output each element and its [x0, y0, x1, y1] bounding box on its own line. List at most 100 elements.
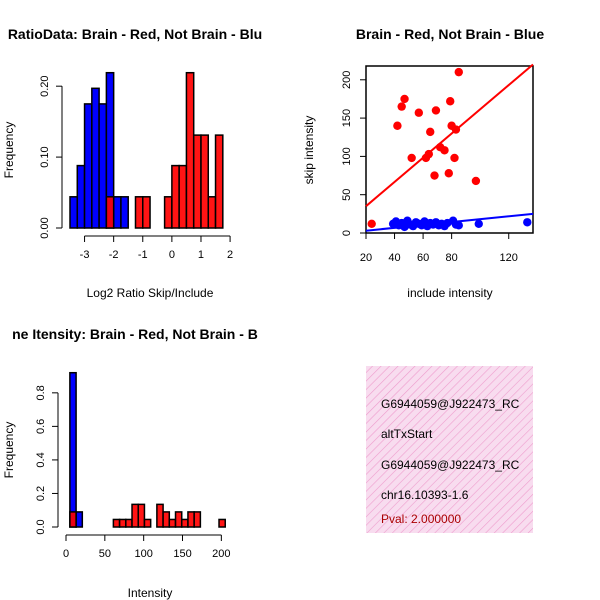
- intensity-ytick-label-1: 0.2: [35, 486, 47, 501]
- intensity-bar-brain-3: [125, 518, 133, 528]
- scatter-point-brain-0: [367, 219, 376, 229]
- intensity-histogram-ylabel: Frequency: [2, 422, 16, 479]
- intensity-bar-brain-10: [174, 511, 183, 528]
- intensity-ytick-label-4: 0.8: [35, 385, 47, 400]
- info-line-event-id-repeat: G6944059@J922473_RC: [381, 458, 520, 472]
- scatter-ytick-label-3: 150: [341, 109, 353, 127]
- info-line-event-id: G6944059@J922473_RC: [381, 397, 520, 411]
- intensity-bar-not-brain-1: [75, 511, 84, 528]
- intensity-ytick-label-0: 0.0: [35, 519, 47, 534]
- scatter-ytick-label-0: 0: [341, 230, 353, 236]
- intensity-bar-brain-7: [156, 503, 164, 528]
- ratio-bar-not-brain-1: [76, 164, 86, 229]
- intensity-histogram-xlabel: Intensity: [128, 586, 173, 600]
- ratio-bar-brain-9: [207, 196, 217, 229]
- scatter-point-brain-4: [407, 153, 416, 163]
- intensity-bar-brain-4: [131, 503, 139, 528]
- intensity-ytick-label-3: 0.6: [35, 419, 47, 434]
- ratio-bar-not-brain-7: [120, 196, 129, 229]
- scatter-point-brain-13: [444, 169, 453, 178]
- scatter-fit-line-brain: [365, 63, 534, 207]
- intensity-bar-brain-14: [218, 518, 226, 528]
- scatter-point-brain-9: [430, 171, 439, 180]
- ratio-bar-not-brain-6: [112, 196, 122, 229]
- ratio-bar-brain-0: [105, 196, 115, 229]
- ratio-xtick-label-4: 1: [198, 249, 204, 261]
- info-panel: G6944059@J922473_RC altTxStart G6944059@…: [366, 366, 533, 533]
- ratio-ytick-label-2: 0.20: [39, 75, 51, 96]
- intensity-bar-brain-13: [193, 511, 202, 528]
- scatter-plot-box: [365, 65, 534, 234]
- ratio-bar-brain-8: [200, 134, 210, 229]
- intensity-bar-brain-1: [112, 518, 121, 528]
- scatter-point-brain-5: [414, 108, 424, 117]
- scatter-point-not-brain-22: [454, 221, 463, 230]
- info-line-pval: Pval: 2.000000: [381, 512, 461, 526]
- ratio-bar-not-brain-0: [69, 196, 79, 229]
- intensity-bar-brain-6: [143, 518, 152, 528]
- intensity-bar-brain-9: [168, 518, 177, 528]
- scatter-point-brain-3: [400, 94, 409, 104]
- scatter-point-brain-1: [393, 121, 402, 130]
- scatter-ytick-label-2: 100: [341, 147, 353, 165]
- scatter-point-brain-14: [446, 97, 455, 106]
- scatter-point-brain-18: [454, 67, 463, 77]
- intensity-bar-brain-11: [180, 518, 189, 528]
- scatter-ytick-label-4: 200: [341, 71, 353, 89]
- ratio-bar-not-brain-3: [91, 87, 100, 229]
- ratio-bar-brain-10: [214, 134, 224, 229]
- ratio-bar-brain-3: [163, 196, 173, 229]
- intensity-bar-brain-12: [187, 511, 195, 528]
- ratio-bar-not-brain-2: [83, 103, 93, 229]
- scatter-point-brain-19: [471, 176, 481, 186]
- scatter-point-brain-2: [397, 102, 406, 111]
- ratio-bar-brain-7: [192, 134, 202, 229]
- scatter-point-brain-12: [440, 146, 449, 155]
- intensity-bar-brain-2: [118, 518, 127, 528]
- info-line-event-type: altTxStart: [381, 427, 433, 441]
- ratio-xtick-label-0: -3: [80, 249, 90, 261]
- scatter-xtick-label-1: 40: [388, 252, 400, 264]
- scatter-ytick-label-1: 50: [341, 189, 353, 201]
- intensity-histogram: ne Itensity: Brain - Red, Not Brain - B …: [2, 326, 258, 600]
- scatter-title: Brain - Red, Not Brain - Blue: [356, 26, 544, 42]
- info-panel-background: [366, 366, 533, 533]
- ratio-bar-brain-6: [185, 71, 195, 229]
- scatter-ylabel: skip intensity: [302, 116, 316, 185]
- intensity-histogram-title: ne Itensity: Brain - Red, Not Brain - B: [12, 326, 258, 342]
- ratio-xtick-label-5: 2: [227, 249, 233, 261]
- intensity-xtick-label-1: 50: [99, 548, 111, 560]
- ratio-histogram-xlabel: Log2 Ratio Skip/Include: [87, 286, 214, 300]
- ratio-bar-brain-4: [171, 164, 180, 229]
- scatter-point-not-brain-23: [474, 219, 483, 229]
- ratio-histogram-title: RatioData: Brain - Red, Not Brain - Blu: [8, 26, 262, 42]
- ratio-histogram: RatioData: Brain - Red, Not Brain - Blu …: [2, 26, 262, 300]
- ratio-bar-not-brain-4: [98, 103, 108, 229]
- intensity-xtick-label-3: 150: [173, 548, 191, 560]
- scatter-xtick-label-2: 60: [417, 252, 429, 264]
- intensity-scatter: Brain - Red, Not Brain - Blue include in…: [302, 26, 544, 300]
- ratio-histogram-ylabel: Frequency: [2, 122, 16, 179]
- scatter-point-brain-16: [450, 153, 459, 163]
- info-line-location: chr16.10393-1.6: [381, 488, 469, 502]
- scatter-fit-line-not-brain: [365, 212, 534, 232]
- intensity-ytick-label-2: 0.4: [35, 452, 47, 467]
- scatter-point-brain-10: [431, 106, 441, 115]
- scatter-xtick-label-4: 120: [500, 252, 518, 264]
- scatter-xlabel: include intensity: [407, 286, 492, 300]
- intensity-bar-not-brain-0: [69, 371, 77, 528]
- ratio-bar-brain-1: [134, 196, 144, 229]
- intensity-xtick-label-0: 0: [63, 548, 69, 560]
- ratio-bar-brain-2: [142, 196, 151, 229]
- ratio-xtick-label-2: -1: [138, 249, 148, 261]
- info-panel-clip-mask: [533, 366, 600, 533]
- intensity-bar-brain-8: [162, 511, 171, 528]
- ratio-ytick-label-1: 0.10: [39, 146, 51, 167]
- ratio-ytick-label-0: 0.00: [39, 217, 51, 238]
- intensity-bar-brain-5: [137, 503, 146, 528]
- ratio-xtick-label-1: -2: [109, 249, 119, 261]
- intensity-xtick-label-4: 200: [212, 548, 230, 560]
- ratio-bar-brain-5: [178, 164, 188, 229]
- scatter-xtick-label-0: 20: [360, 252, 372, 264]
